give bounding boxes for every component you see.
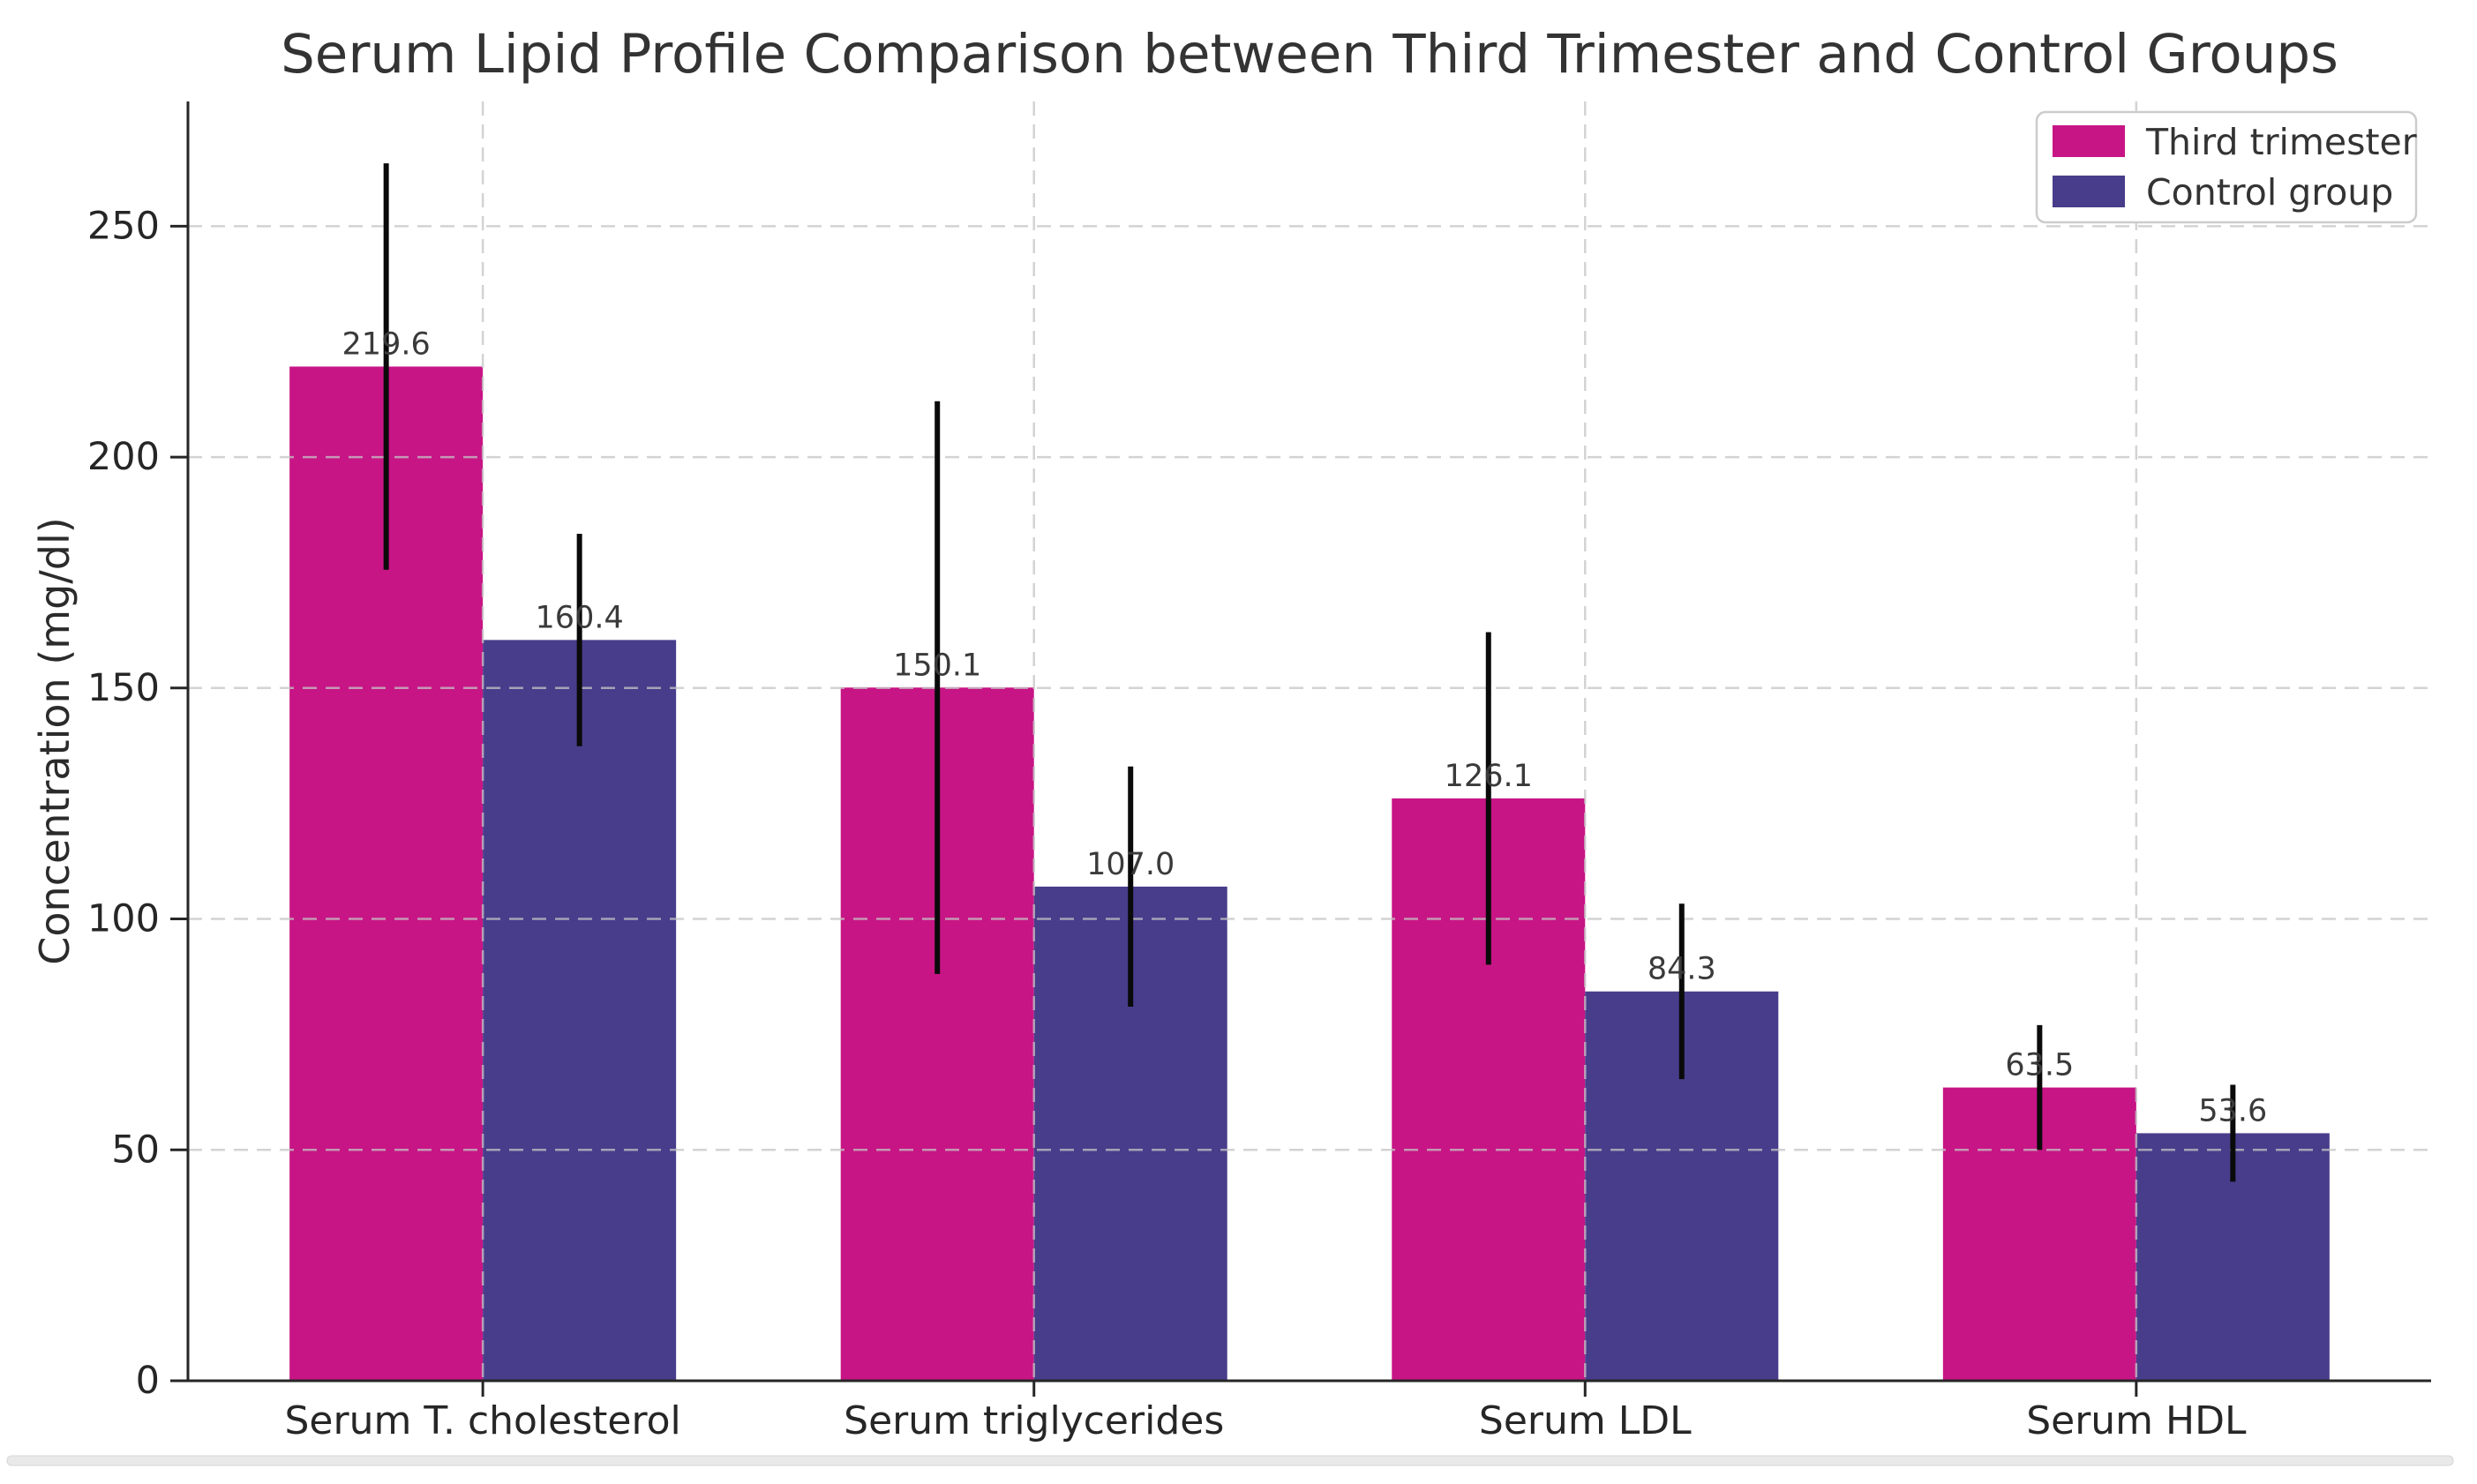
- value-label-control-group-serum-t-cholesterol: 160.4: [536, 600, 624, 635]
- value-labels: 219.6 150.1 126.1 63.5 160.4 107.0 84.3 53.6: [342, 326, 2268, 1128]
- value-label-third-trimester-serum-hdl: 63.5: [2005, 1048, 2074, 1083]
- y-tick-label-250: 250: [87, 204, 160, 248]
- value-label-third-trimester-serum-triglycerides: 150.1: [893, 648, 981, 683]
- y-tick-label-100: 100: [87, 897, 160, 941]
- legend-swatch-control-group: [2053, 176, 2125, 207]
- chart-title: Serum Lipid Profile Comparison between T…: [281, 23, 2338, 86]
- legend: Third trimester Control group: [2035, 110, 2418, 224]
- bar-control-group-serum-t-cholesterol: [483, 640, 677, 1381]
- value-label-third-trimester-serum-ldl: 126.1: [1445, 759, 1533, 794]
- x-tick-label-serum-hdl: Serum HDL: [2026, 1398, 2247, 1443]
- value-label-control-group-serum-triglycerides: 107.0: [1086, 847, 1175, 882]
- y-axis-title: Concentration (mg/dl): [31, 517, 79, 964]
- y-tick-label-200: 200: [87, 435, 160, 479]
- legend-label-control-group: Control group: [2146, 171, 2393, 214]
- legend-label-third-trimester: Third trimester: [2145, 121, 2417, 163]
- gridlines: [188, 101, 2431, 1381]
- y-tick-label-0: 0: [136, 1359, 160, 1403]
- y-tick-label-50: 50: [111, 1128, 160, 1172]
- legend-swatch-third-trimester: [2053, 125, 2125, 157]
- error-bars: [383, 163, 2236, 1182]
- y-tick-label-150: 150: [87, 666, 160, 710]
- value-label-third-trimester-serum-t-cholesterol: 219.6: [342, 326, 431, 362]
- value-label-control-group-serum-hdl: 53.6: [2198, 1093, 2267, 1128]
- legend-box: [2035, 110, 2418, 224]
- axes: 0 50 100 150 200 250 Serum T. cholesterol Serum…: [87, 101, 2431, 1443]
- x-tick-label-serum-t-cholesterol: Serum T. cholesterol: [285, 1398, 681, 1443]
- horizontal-scrollbar-track[interactable]: [6, 1455, 2454, 1466]
- value-label-control-group-serum-ldl: 84.3: [1648, 952, 1716, 987]
- x-tick-label-serum-ldl: Serum LDL: [1479, 1398, 1692, 1443]
- x-tick-label-serum-triglycerides: Serum triglycerides: [844, 1398, 1224, 1443]
